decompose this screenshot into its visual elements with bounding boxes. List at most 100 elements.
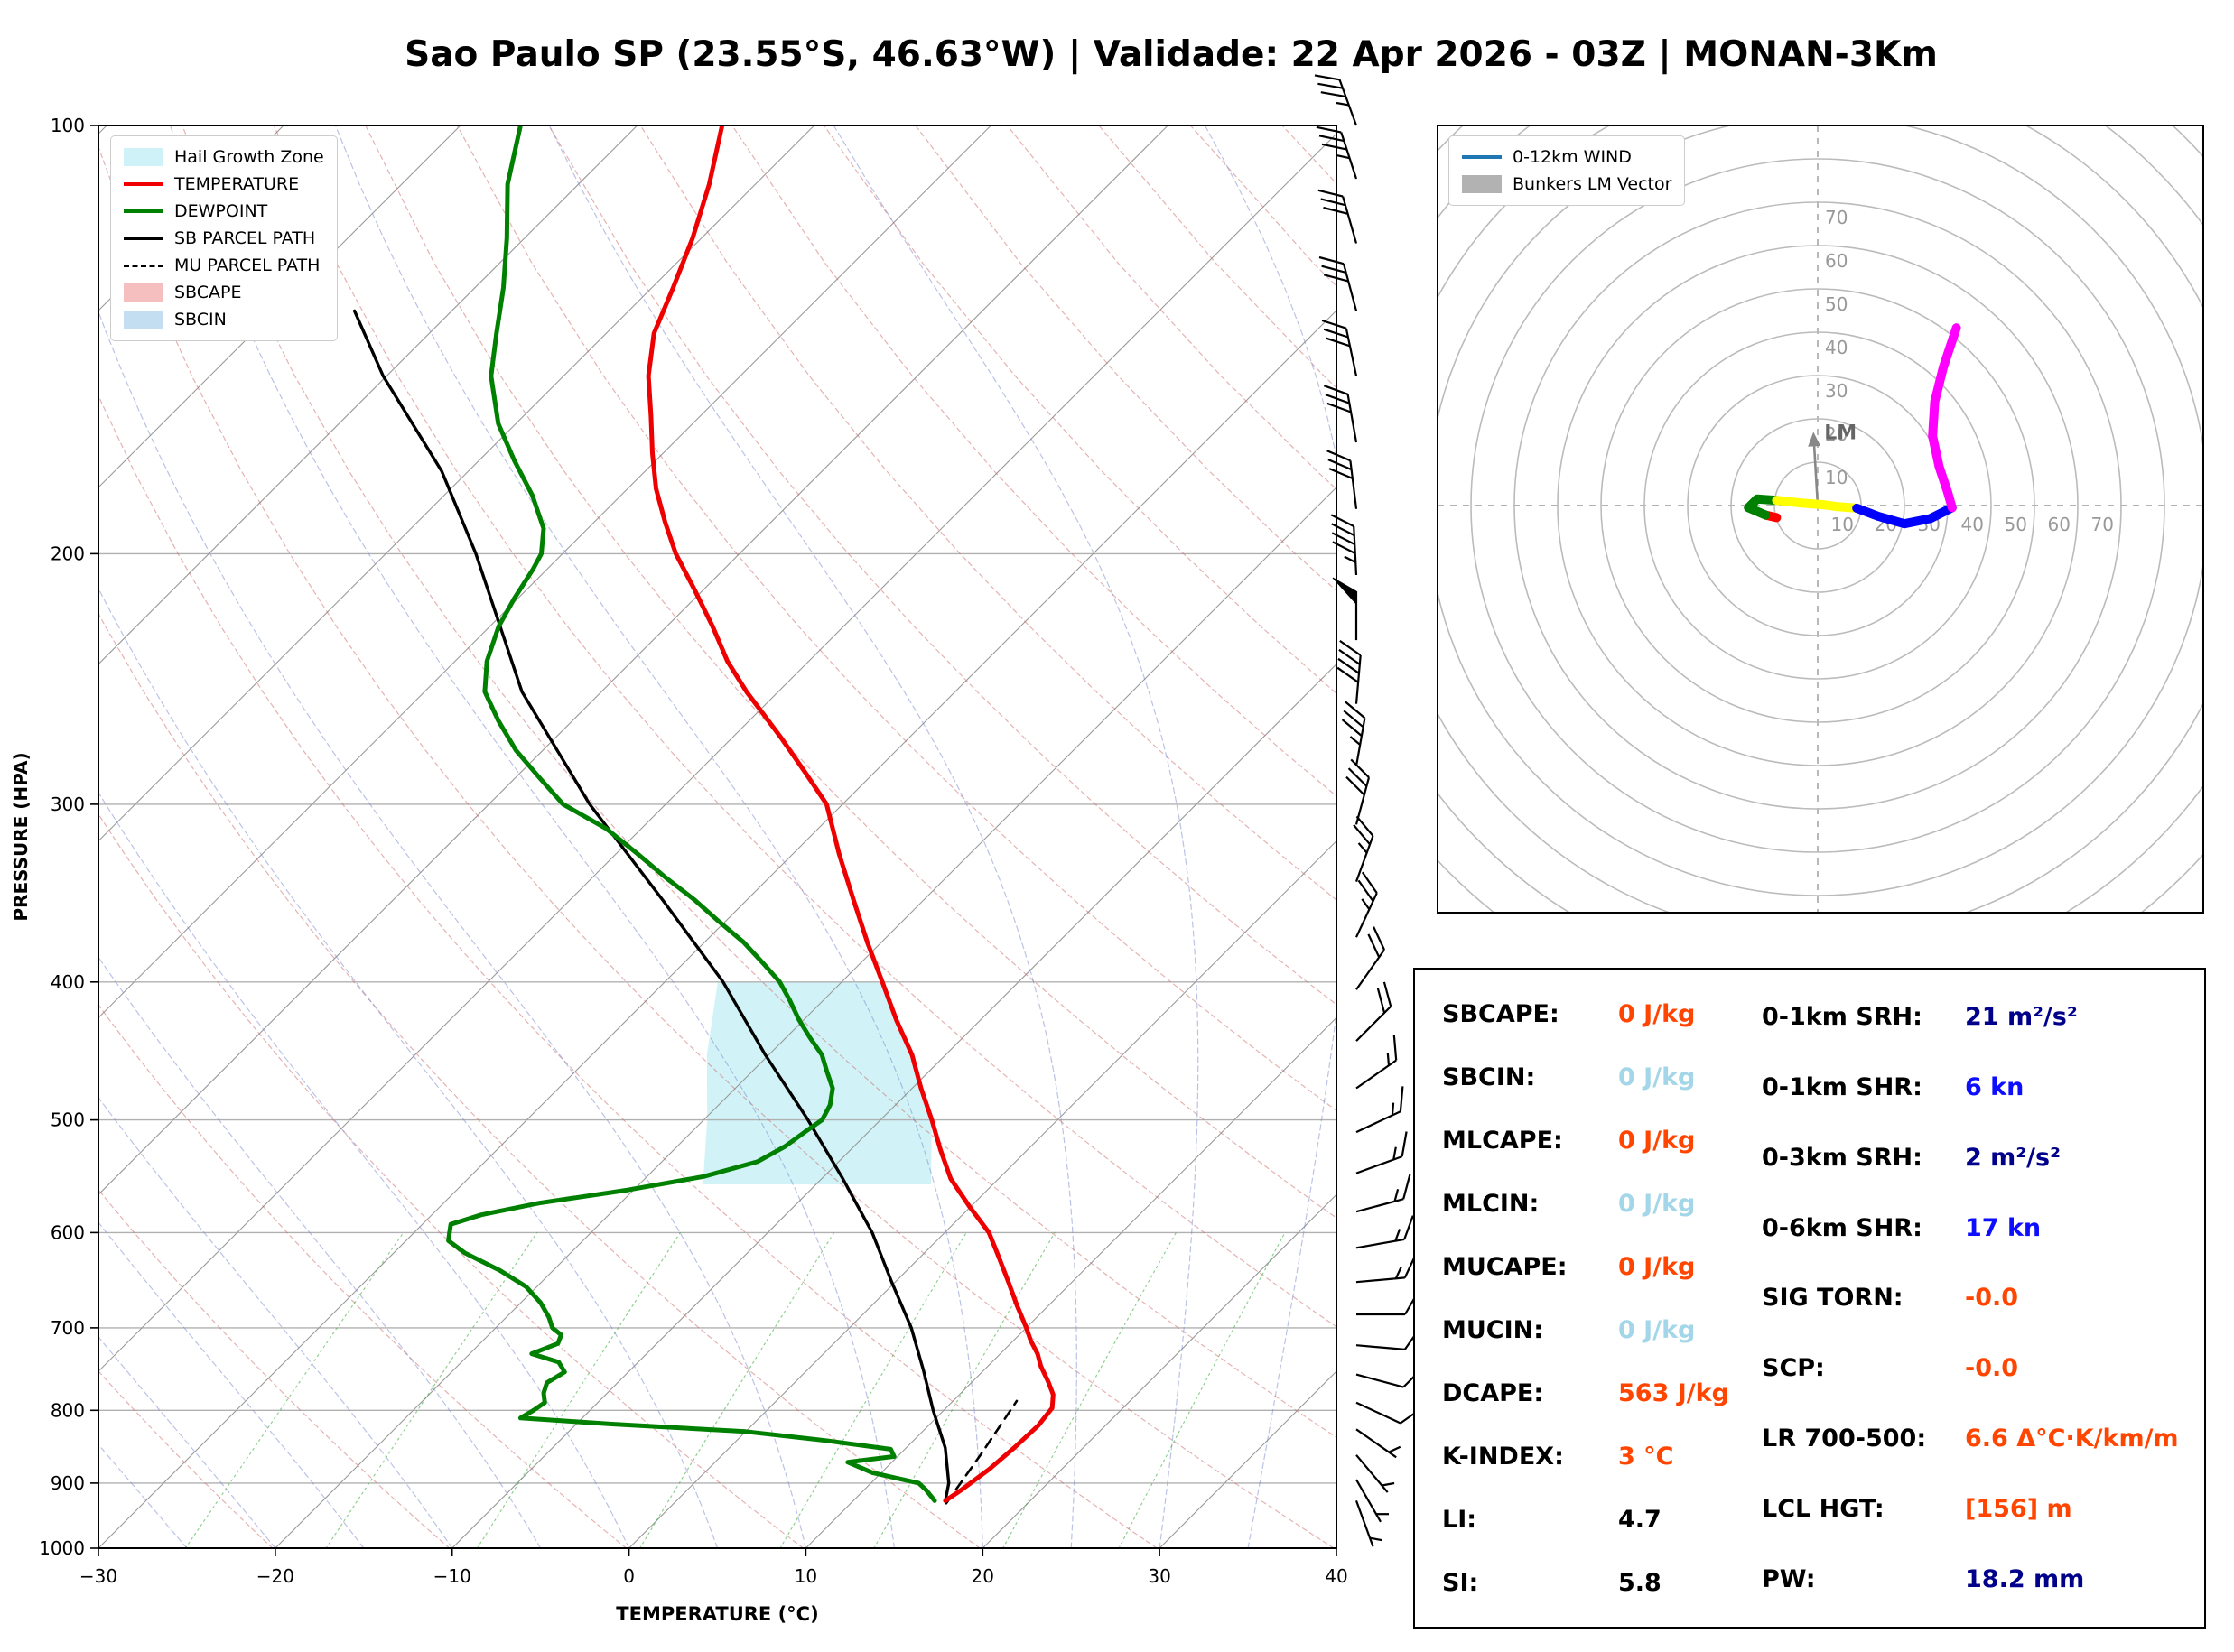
indices-column-right: 0-1km SRH: 21 m²/s² 0-1km SHR: 6 kn 0-3km SR…: [1762, 970, 2195, 1627]
svg-text:200: 200: [51, 543, 85, 564]
index-row: MLCIN: 0 J/kg: [1442, 1190, 1758, 1218]
sb-parcel-swatch: [124, 237, 163, 240]
index-label: SBCAPE:: [1442, 999, 1559, 1028]
svg-text:−20: −20: [256, 1565, 294, 1587]
mu-parcel-swatch: [124, 264, 163, 267]
index-row: LI: 4.7: [1442, 1506, 1758, 1534]
legend-item: SBCAPE: [124, 279, 324, 306]
legend-label: SBCIN: [174, 310, 227, 329]
index-row: MUCAPE: 0 J/kg: [1442, 1253, 1758, 1281]
index-label: SIG TORN:: [1762, 1284, 1904, 1313]
legend-label: MU PARCEL PATH: [174, 255, 321, 275]
index-label: K-INDEX:: [1442, 1442, 1564, 1471]
index-value: 2 m²/s²: [1965, 1143, 2061, 1172]
index-row: 0-1km SHR: 6 kn: [1762, 1073, 2195, 1101]
index-value: 0 J/kg: [1618, 1063, 1696, 1091]
page-title: Sao Paulo SP (23.55°S, 46.63°W) | Valida…: [405, 34, 1938, 75]
svg-text:50: 50: [2005, 514, 2027, 535]
index-label: DCAPE:: [1442, 1378, 1544, 1407]
legend-item: TEMPERATURE: [124, 171, 324, 198]
sbcin-swatch: [124, 311, 163, 329]
temperature-swatch: [124, 182, 163, 186]
svg-text:20: 20: [1825, 423, 1848, 445]
svg-text:60: 60: [1825, 250, 1848, 272]
svg-text:40: 40: [1961, 514, 1984, 535]
index-value: 0 J/kg: [1618, 1126, 1696, 1155]
wind-barbs: [1314, 74, 1422, 1547]
legend-item: SB PARCEL PATH: [124, 225, 324, 252]
svg-text:10: 10: [1831, 514, 1854, 535]
legend-item: Hail Growth Zone: [124, 144, 324, 171]
legend-item: Bunkers LM Vector: [1462, 171, 1671, 198]
index-label: 0-1km SRH:: [1762, 1003, 1922, 1032]
index-value: [156] m: [1965, 1494, 2072, 1523]
temperature-axis-label: TEMPERATURE (°C): [616, 1603, 818, 1625]
svg-text:70: 70: [2091, 514, 2114, 535]
svg-text:10: 10: [1825, 467, 1848, 488]
index-value: 0 J/kg: [1618, 1315, 1696, 1344]
legend-label: DEWPOINT: [174, 201, 268, 221]
svg-text:1000: 1000: [39, 1537, 85, 1559]
hail-growth-zone-swatch: [124, 148, 163, 166]
index-value: 21 m²/s²: [1965, 1003, 2078, 1032]
index-value: 5.8: [1618, 1568, 1662, 1597]
svg-text:700: 700: [51, 1317, 85, 1339]
bunkers-lm-swatch: [1462, 175, 1502, 193]
dewpoint-curve: [446, 125, 937, 1503]
svg-text:40: 40: [1825, 337, 1848, 358]
legend-label: TEMPERATURE: [174, 174, 300, 194]
index-value: 3 °C: [1618, 1442, 1674, 1471]
svg-text:400: 400: [51, 971, 85, 993]
temperature-curve: [646, 125, 1056, 1503]
index-row: DCAPE: 563 J/kg: [1442, 1379, 1758, 1407]
svg-text:−30: −30: [79, 1565, 117, 1587]
svg-text:10: 10: [795, 1565, 817, 1587]
indices-column-left: SBCAPE: 0 J/kg SBCIN: 0 J/kg MLCAPE: 0 J/kg ML…: [1442, 970, 1758, 1627]
svg-text:100: 100: [51, 115, 85, 136]
svg-text:30: 30: [1148, 1565, 1170, 1587]
hodograph-trace: [1744, 323, 1961, 529]
index-row: 0-1km SRH: 21 m²/s²: [1762, 1003, 2195, 1031]
index-label: MUCAPE:: [1442, 1252, 1568, 1281]
index-value: 18.2 mm: [1965, 1564, 2085, 1593]
legend-item: SBCIN: [124, 306, 324, 333]
legend-item: MU PARCEL PATH: [124, 252, 324, 279]
sbcape-swatch: [124, 283, 163, 302]
index-value: 6 kn: [1965, 1073, 2025, 1102]
index-value: 4.7: [1618, 1505, 1662, 1534]
index-value: 0 J/kg: [1618, 999, 1696, 1028]
pressure-axis-label: PRESSURE (HPA): [10, 752, 32, 921]
hodograph-legend: 0-12km WIND Bunkers LM Vector: [1448, 135, 1686, 206]
index-label: SCP:: [1762, 1354, 1825, 1383]
index-label: MLCIN:: [1442, 1189, 1540, 1218]
skewt-frame: [98, 125, 1337, 1549]
svg-text:500: 500: [51, 1109, 85, 1131]
index-row: SBCAPE: 0 J/kg: [1442, 1000, 1758, 1028]
svg-text:−10: −10: [433, 1565, 471, 1587]
index-label: MUCIN:: [1442, 1315, 1544, 1344]
lm-label: LM: [1824, 422, 1857, 444]
svg-text:0: 0: [623, 1565, 635, 1587]
index-row: 0-3km SRH: 2 m²/s²: [1762, 1144, 2195, 1172]
indices-panel: SBCAPE: 0 J/kg SBCIN: 0 J/kg MLCAPE: 0 J/kg ML…: [1413, 968, 2206, 1629]
index-label: LCL HGT:: [1762, 1494, 1885, 1523]
index-label: LR 700-500:: [1762, 1424, 1927, 1452]
index-row: SBCIN: 0 J/kg: [1442, 1063, 1758, 1091]
hodograph-frame: [1437, 125, 2204, 914]
index-row: K-INDEX: 3 °C: [1442, 1443, 1758, 1471]
index-value: -0.0: [1965, 1354, 2019, 1383]
index-label: PW:: [1762, 1564, 1816, 1593]
svg-text:300: 300: [51, 794, 85, 815]
index-row: PW: 18.2 mm: [1762, 1565, 2195, 1593]
index-row: 0-6km SHR: 17 kn: [1762, 1214, 2195, 1242]
legend-label: Bunkers LM Vector: [1513, 174, 1672, 194]
bunkers-lm-vector: LM: [1808, 422, 1857, 506]
index-label: 0-6km SHR:: [1762, 1213, 1922, 1242]
legend-label: 0-12km WIND: [1513, 147, 1632, 167]
svg-text:800: 800: [51, 1399, 85, 1421]
sb-parcel-path: [352, 309, 951, 1503]
index-row: SIG TORN: -0.0: [1762, 1284, 2195, 1312]
